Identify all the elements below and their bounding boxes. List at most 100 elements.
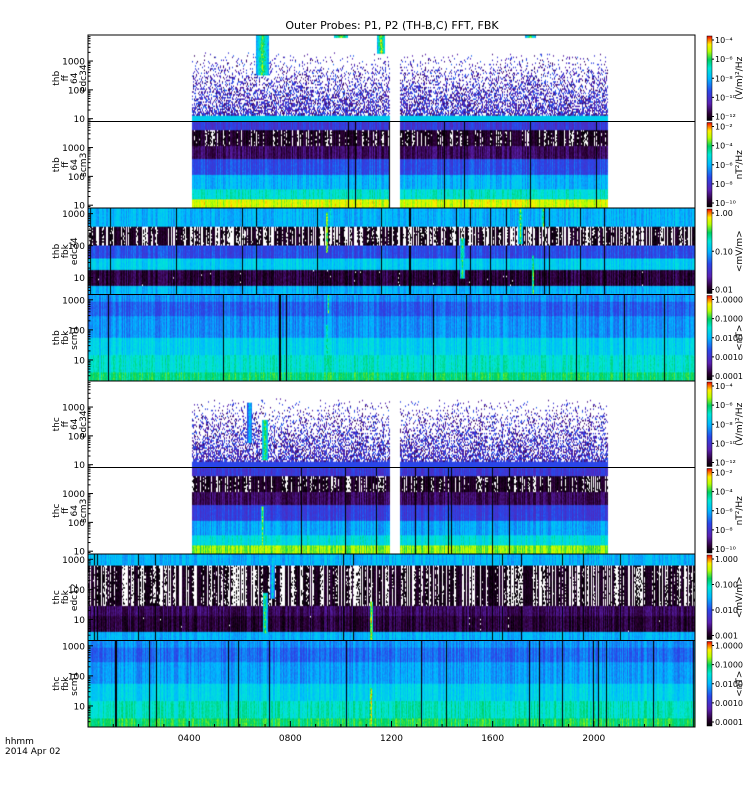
x-tick-label: 2000 [582, 734, 605, 744]
colorbar-label: <nT> [735, 325, 745, 351]
colorbar-gradient [707, 123, 712, 208]
colorbar-tick-label: 10⁻⁴ [715, 36, 733, 45]
panel-thc-fft-scm3: 101001000thc ff 64 scm310⁻²10⁻⁴10⁻⁶10⁻⁸10⁻¹… [52, 468, 745, 558]
colorbar-gradient [707, 209, 712, 294]
panel-ylabel: thc fbk edc12 [52, 583, 80, 611]
x-axis-date: 2014 Apr 02 [5, 747, 61, 757]
ylabel-line: scm1 [70, 672, 80, 696]
colorbar-tick-label: 10⁻⁶ [715, 507, 733, 516]
colorbar-gradient [707, 36, 712, 121]
colorbar-label: <mV/m> [735, 230, 745, 272]
colorbar-tick-label: 10⁻¹⁰ [715, 439, 736, 448]
colorbar-thb-fft-edc34: 10⁻⁴ 10⁻⁶ 10⁻⁸ 10⁻¹⁰ 10⁻¹² (V/m)²/Hz [707, 36, 745, 122]
colorbar-tick-label: 10⁻¹⁰ [715, 199, 736, 208]
colorbar-tick-label: 0.01 [715, 286, 733, 295]
colorbar-thc-fft-edc34: 10⁻⁴ 10⁻⁶ 10⁻⁸ 10⁻¹⁰ 10⁻¹² (V/m)²/Hz [707, 382, 745, 468]
y-tick-label: 1000 [62, 642, 85, 652]
panel-thb-fbk-edc34: 10 100 1000 thb fbk edc34 1.00 0.10 0.01 <mV/m> [52, 208, 745, 295]
colorbar-tick-label: 1.00 [715, 209, 733, 218]
colorbar-tick-label: 10⁻⁸ [715, 526, 733, 535]
x-tick-label: 0800 [279, 734, 302, 744]
x-tick-label: 1600 [481, 734, 504, 744]
colorbar-tick-label: 10⁻² [715, 469, 733, 478]
colorbar-thb-fbk-edc34: 1.00 0.10 0.01 <mV/m> [707, 209, 745, 295]
ylabel-line: edc34 [79, 410, 89, 438]
colorbar-tick-label: 0.1000 [715, 315, 743, 324]
colorbar-gradient [707, 469, 712, 554]
spectrogram-thb-fbk-scm1 [88, 295, 695, 382]
colorbar-tick-label: 10⁻⁸ [715, 180, 733, 189]
colorbar-tick-label: 10⁻⁴ [715, 142, 733, 151]
y-tick-label: 10 [74, 274, 86, 284]
y-tick-label: 10 [74, 616, 86, 626]
colorbar-thc-fbk-scm1: 1.00000.10000.01000.00100.0001<nT> [707, 642, 745, 728]
colorbar-tick-label: 10⁻² [715, 123, 733, 132]
colorbar-thc-fft-scm3: 10⁻² 10⁻⁴ 10⁻⁶ 10⁻⁸ 10⁻¹⁰ nT²/Hz [707, 469, 745, 555]
y-tick-label: 1000 [62, 210, 85, 220]
colorbar-gradient [707, 642, 712, 727]
y-tick-label: 1000 [62, 144, 85, 154]
spectrogram-thc-fbk-edc12 [88, 554, 695, 641]
colorbar-thb-fft-scm3: 10⁻² 10⁻⁴ 10⁻⁶ 10⁻⁸ 10⁻¹⁰ nT²/Hz [707, 123, 745, 209]
colorbar-label: nT²/Hz [735, 496, 745, 526]
spectrogram-thb-fft-scm3 [88, 122, 695, 209]
ylabel-line: scm3 [79, 153, 89, 177]
colorbar-tick-label: 10⁻⁶ [715, 55, 733, 64]
panel-ylabel: thb fbk scm1 [52, 326, 80, 350]
colorbar-label: <mV/m> [735, 576, 745, 618]
x-tick-label: 0400 [178, 734, 201, 744]
colorbar-tick-label: 10⁻⁶ [715, 401, 733, 410]
spectrogram-thb-fft-edc34 [88, 35, 695, 122]
colorbar-tick-label: 10⁻⁸ [715, 420, 733, 429]
panel-thb-fbk-scm1: 101001000thb fbk scm11.00000.10000.01000.0… [52, 295, 745, 382]
colorbar-tick-label: 10⁻⁴ [715, 488, 733, 497]
y-tick-label: 1000 [62, 296, 85, 306]
colorbar-tick-label: 10⁻¹² [715, 459, 736, 468]
x-axis-label: hhmm [5, 737, 34, 747]
colorbar-tick-label: 10⁻⁴ [715, 382, 733, 391]
colorbar-gradient [707, 555, 712, 640]
panel-thc-fbk-scm1: 10 100 1000 thc fbk scm1 1.0000 0.1000 0.0100 0.0… [52, 641, 745, 728]
colorbar-tick-label: 10⁻¹⁰ [715, 93, 736, 102]
colorbar-label: nT²/Hz [735, 150, 745, 180]
colorbar-tick-label: 0.1000 [715, 661, 743, 670]
y-tick-label: 10 [74, 356, 86, 366]
colorbar-label: (V/m)²/Hz [735, 56, 745, 99]
colorbar-gradient [707, 382, 712, 467]
colorbar-gradient [707, 296, 712, 381]
spectrogram-thb-fbk-edc34 [88, 208, 695, 295]
colorbar-tick-label: 0.0001 [715, 718, 743, 727]
colorbar-tick-label: 1.0000 [715, 296, 743, 305]
colorbar-tick-label: 10⁻⁸ [715, 74, 733, 83]
colorbar-tick-label: 1.0000 [715, 642, 743, 651]
figure-title: Outer Probes: P1, P2 (TH-B,C) FFT, FBK [285, 19, 499, 32]
spectrogram-thc-fbk-scm1 [88, 641, 695, 728]
panel-ylabel: thb fbk edc34 [52, 237, 80, 265]
colorbar-tick-label: 10⁻¹² [715, 113, 736, 122]
x-tick-label: 1200 [380, 734, 403, 744]
panel-ylabel: thc fbk scm1 [52, 672, 80, 696]
y-tick-label: 1000 [62, 556, 85, 566]
colorbar-tick-label: 0.0010 [715, 699, 743, 708]
spectrogram-thc-fft-scm3 [88, 468, 695, 555]
y-tick-label: 10 [74, 461, 86, 471]
y-tick-label: 10 [74, 115, 86, 125]
colorbar-thb-fbk-scm1: 1.0000 0.1000 0.0100 0.0010 0.0001 <nT> [707, 296, 745, 382]
spectrogram-thc-fft-edc34 [88, 381, 695, 468]
colorbar-tick-label: 0.10 [715, 247, 733, 256]
colorbar-tick-label: 0.0010 [715, 353, 743, 362]
colorbar-thc-fbk-edc12: 1.000 0.100 0.010 0.001 <mV/m> [707, 555, 745, 641]
colorbar-tick-label: 0.001 [715, 632, 738, 641]
panel-thc-fbk-edc12: 101001000thc fbk edc121.0000.1000.0100.001… [52, 554, 745, 641]
colorbar-tick-label: 0.0001 [715, 372, 743, 381]
y-tick-label: 1000 [62, 490, 85, 500]
ylabel-line: edc12 [70, 583, 80, 611]
colorbar-tick-label: 1.000 [715, 555, 738, 564]
colorbar-tick-label: 10⁻¹⁰ [715, 545, 736, 554]
ylabel-line: scm3 [79, 499, 89, 523]
